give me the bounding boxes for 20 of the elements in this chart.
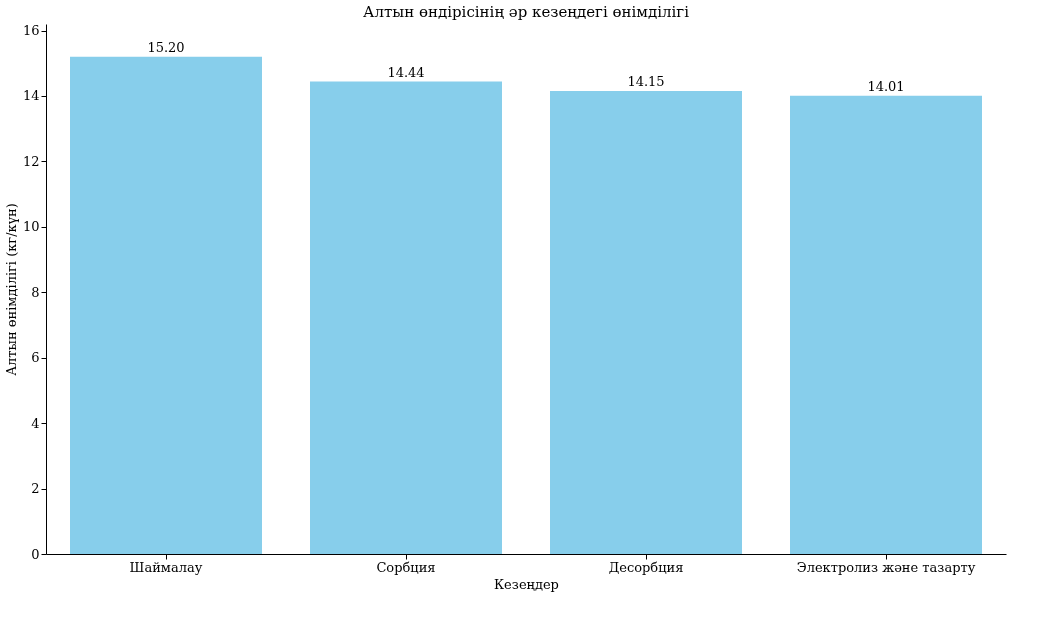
x-tick-label: Электролиз және тазарту [796, 559, 976, 575]
x-tick-label: Сорбция [376, 559, 436, 575]
x-tick-label: Шаймалау [129, 559, 203, 575]
y-axis-title: Алтын өнімділігі (кг/күн) [3, 203, 19, 376]
y-tick-label: 0 [31, 546, 40, 562]
y-tick-label: 14 [22, 88, 40, 104]
data-label: 15.20 [147, 39, 185, 55]
x-tick-label: Десорбция [608, 559, 684, 575]
x-axis-title: Кезеңдер [494, 576, 559, 592]
y-tick-label: 12 [22, 153, 40, 169]
y-tick-label: 8 [31, 284, 40, 300]
y-tick-label: 4 [31, 415, 40, 431]
y-tick-label: 10 [22, 219, 40, 235]
y-tick-label: 16 [22, 23, 40, 39]
data-label: 14.01 [867, 78, 905, 94]
data-label: 14.44 [387, 64, 425, 80]
chart-title: Алтын өндірісінің әр кезеңдегі өнімділігі [363, 3, 690, 21]
y-tick-label: 2 [31, 481, 40, 497]
y-tick-label: 6 [31, 350, 40, 366]
data-label: 14.15 [627, 74, 665, 90]
